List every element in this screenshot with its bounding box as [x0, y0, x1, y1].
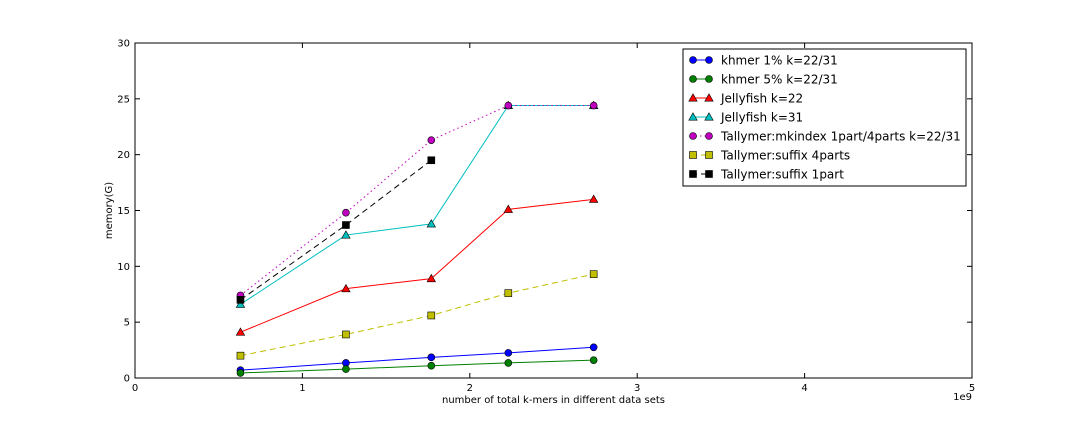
- data-point-series-5: [589, 270, 598, 278]
- legend-marker-1: [689, 75, 697, 83]
- x-tick-label: 1: [299, 383, 305, 394]
- series-line-6: [240, 159, 432, 301]
- data-point-series-6: [342, 221, 350, 229]
- y-tick-label: 20: [117, 150, 130, 161]
- data-point-series-5: [342, 330, 350, 339]
- legend-label-1: khmer 5% k=22/31: [721, 73, 838, 87]
- legend-label-0: khmer 1% k=22/31: [721, 54, 838, 68]
- legend-label-4: Tallymer:mkindex 1part/4parts k=22/31: [720, 130, 961, 144]
- data-point-series-2: [341, 283, 351, 293]
- y-tick-label: 30: [117, 39, 130, 50]
- y-tick-label: 0: [124, 374, 130, 385]
- data-point-series-3: [341, 230, 351, 239]
- legend-marker-5: [705, 151, 713, 159]
- ticks-group: 0 1 2 3 4 5 0 5 10 15 20 25 30: [117, 39, 975, 395]
- series-points-group: [235, 100, 599, 377]
- legend-marker-4: [705, 132, 713, 140]
- legend-marker-5: [689, 151, 697, 159]
- x-tick-label: 5: [969, 383, 975, 394]
- legend-label-3: Jellyfish k=31: [720, 111, 803, 125]
- legend: khmer 1% k=22/31 khmer 5% k=22/31 Jellyfis…: [682, 48, 967, 187]
- data-point-series-6: [427, 156, 436, 165]
- data-point-series-4: [427, 136, 436, 144]
- data-point-series-6: [236, 296, 245, 304]
- x-axis-offset-text: 1e9: [953, 392, 972, 403]
- data-point-series-2: [503, 204, 514, 213]
- y-tick-label: 25: [117, 94, 130, 105]
- data-point-series-0: [589, 343, 598, 352]
- x-tick-label: 0: [132, 383, 138, 394]
- legend-box: [682, 48, 967, 187]
- x-axis-label: number of total k-mers in different data…: [442, 395, 665, 406]
- data-point-series-1: [589, 356, 598, 364]
- data-point-series-2: [235, 327, 246, 336]
- data-point-series-1: [427, 361, 436, 370]
- y-tick-label: 5: [124, 318, 130, 329]
- data-point-series-4: [342, 208, 350, 217]
- data-point-series-1: [342, 365, 350, 373]
- data-point-series-4: [589, 101, 598, 110]
- data-point-series-2: [426, 273, 437, 283]
- data-point-series-0: [504, 349, 513, 357]
- legend-label-5: Tallymer:suffix 4parts: [720, 149, 850, 163]
- legend-marker-4: [689, 132, 697, 140]
- y-tick-label: 15: [117, 206, 130, 217]
- legend-label-2: Jellyfish k=22: [720, 92, 803, 106]
- data-point-series-0: [427, 353, 436, 362]
- data-point-series-5: [504, 289, 513, 297]
- legend-label-6: Tallymer:suffix 1part: [720, 168, 844, 182]
- legend-marker-6: [689, 170, 697, 178]
- data-point-series-3: [235, 299, 246, 308]
- legend-marker-2: [688, 93, 698, 102]
- data-point-series-5: [236, 351, 245, 360]
- legend-marker-1: [705, 75, 713, 83]
- legend-marker-0: [689, 56, 697, 64]
- data-point-series-1: [504, 359, 513, 367]
- legend-marker-3: [688, 112, 698, 121]
- data-point-series-1: [236, 369, 245, 377]
- legend-marker-3: [704, 112, 714, 121]
- data-point-series-4: [504, 101, 513, 110]
- y-tick-label: 10: [117, 262, 130, 273]
- y-axis-label: memory(G): [104, 182, 115, 239]
- x-tick-label: 3: [634, 383, 640, 394]
- data-point-series-2: [588, 194, 599, 203]
- legend-marker-2: [704, 93, 714, 102]
- legend-marker-6: [705, 170, 713, 178]
- legend-marker-0: [705, 56, 713, 64]
- x-tick-label: 4: [801, 383, 807, 394]
- data-point-series-5: [427, 311, 436, 320]
- x-tick-label: 2: [467, 383, 473, 394]
- data-point-series-3: [426, 219, 437, 228]
